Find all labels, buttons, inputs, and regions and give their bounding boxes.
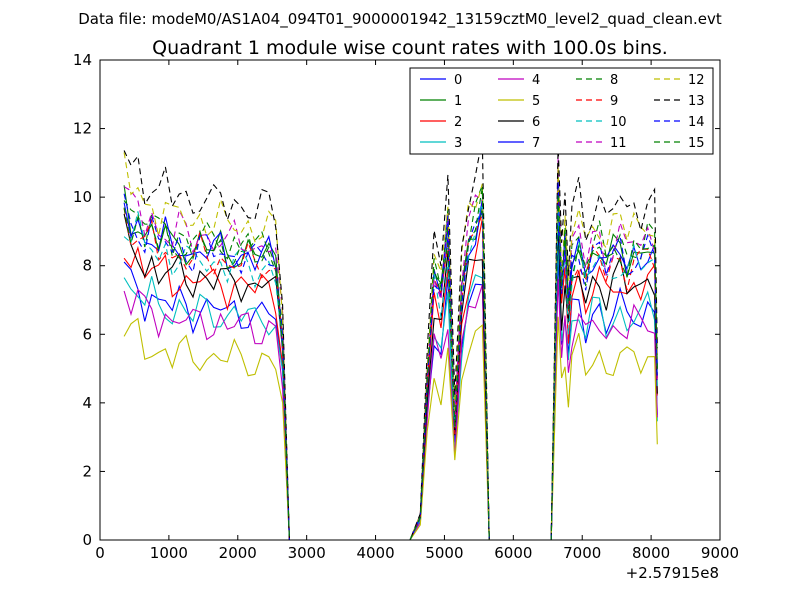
series-line-15: [123, 187, 658, 541]
legend-label-11: 11: [610, 136, 627, 151]
series-line-5: [123, 316, 658, 541]
x-tick-label: 9000: [701, 544, 739, 562]
legend-label-2: 2: [454, 115, 462, 130]
series-line-9: [123, 188, 658, 541]
legend-label-1: 1: [454, 94, 462, 109]
chart-title: Quadrant 1 module wise count rates with …: [152, 37, 668, 59]
plot-frame: [99, 59, 721, 541]
series-layer: [123, 138, 658, 541]
series-line-13: [123, 138, 658, 541]
legend-label-8: 8: [610, 73, 618, 88]
legend-label-4: 4: [532, 73, 540, 88]
legend-label-0: 0: [454, 73, 462, 88]
legend-label-15: 15: [688, 136, 705, 151]
x-tick-label: 1000: [150, 544, 188, 562]
y-tick-label: 4: [82, 394, 92, 412]
x-tick-label: 3000: [288, 544, 326, 562]
y-tick-label: 14: [73, 51, 92, 69]
y-tick-label: 12: [73, 120, 92, 138]
legend-label-12: 12: [688, 73, 705, 88]
x-tick-label: 5000: [425, 544, 463, 562]
x-tick-label: 6000: [494, 544, 532, 562]
tick-layer: 0 1000 2000 3000 4000 5000 6000 7000 8000 9000 0 2 4…: [73, 51, 739, 562]
legend-label-5: 5: [532, 94, 540, 109]
legend-label-9: 9: [610, 94, 618, 109]
series-line-6: [123, 213, 658, 541]
legend-label-13: 13: [688, 94, 705, 109]
legend-label-7: 7: [532, 136, 540, 151]
y-tick-label: 0: [82, 531, 92, 549]
x-tick-label: 0: [95, 544, 105, 562]
y-tick-label: 6: [82, 325, 92, 343]
x-offset-label: +2.57915e8: [626, 564, 719, 582]
legend-box: [409, 67, 714, 155]
y-tick-label: 10: [73, 188, 92, 206]
legend-label-10: 10: [610, 115, 627, 130]
series-line-4: [123, 278, 658, 541]
legend-label-6: 6: [532, 115, 540, 130]
legend-label-14: 14: [688, 115, 705, 130]
x-tick-label: 2000: [219, 544, 257, 562]
legend-label-3: 3: [454, 136, 462, 151]
y-tick-label: 8: [82, 257, 92, 275]
x-tick-label: 7000: [563, 544, 601, 562]
x-tick-label: 4000: [356, 544, 394, 562]
x-tick-label: 8000: [632, 544, 670, 562]
y-tick-label: 2: [82, 462, 92, 480]
suptitle: Data file: modeM0/AS1A04_094T01_90000019…: [78, 10, 722, 29]
